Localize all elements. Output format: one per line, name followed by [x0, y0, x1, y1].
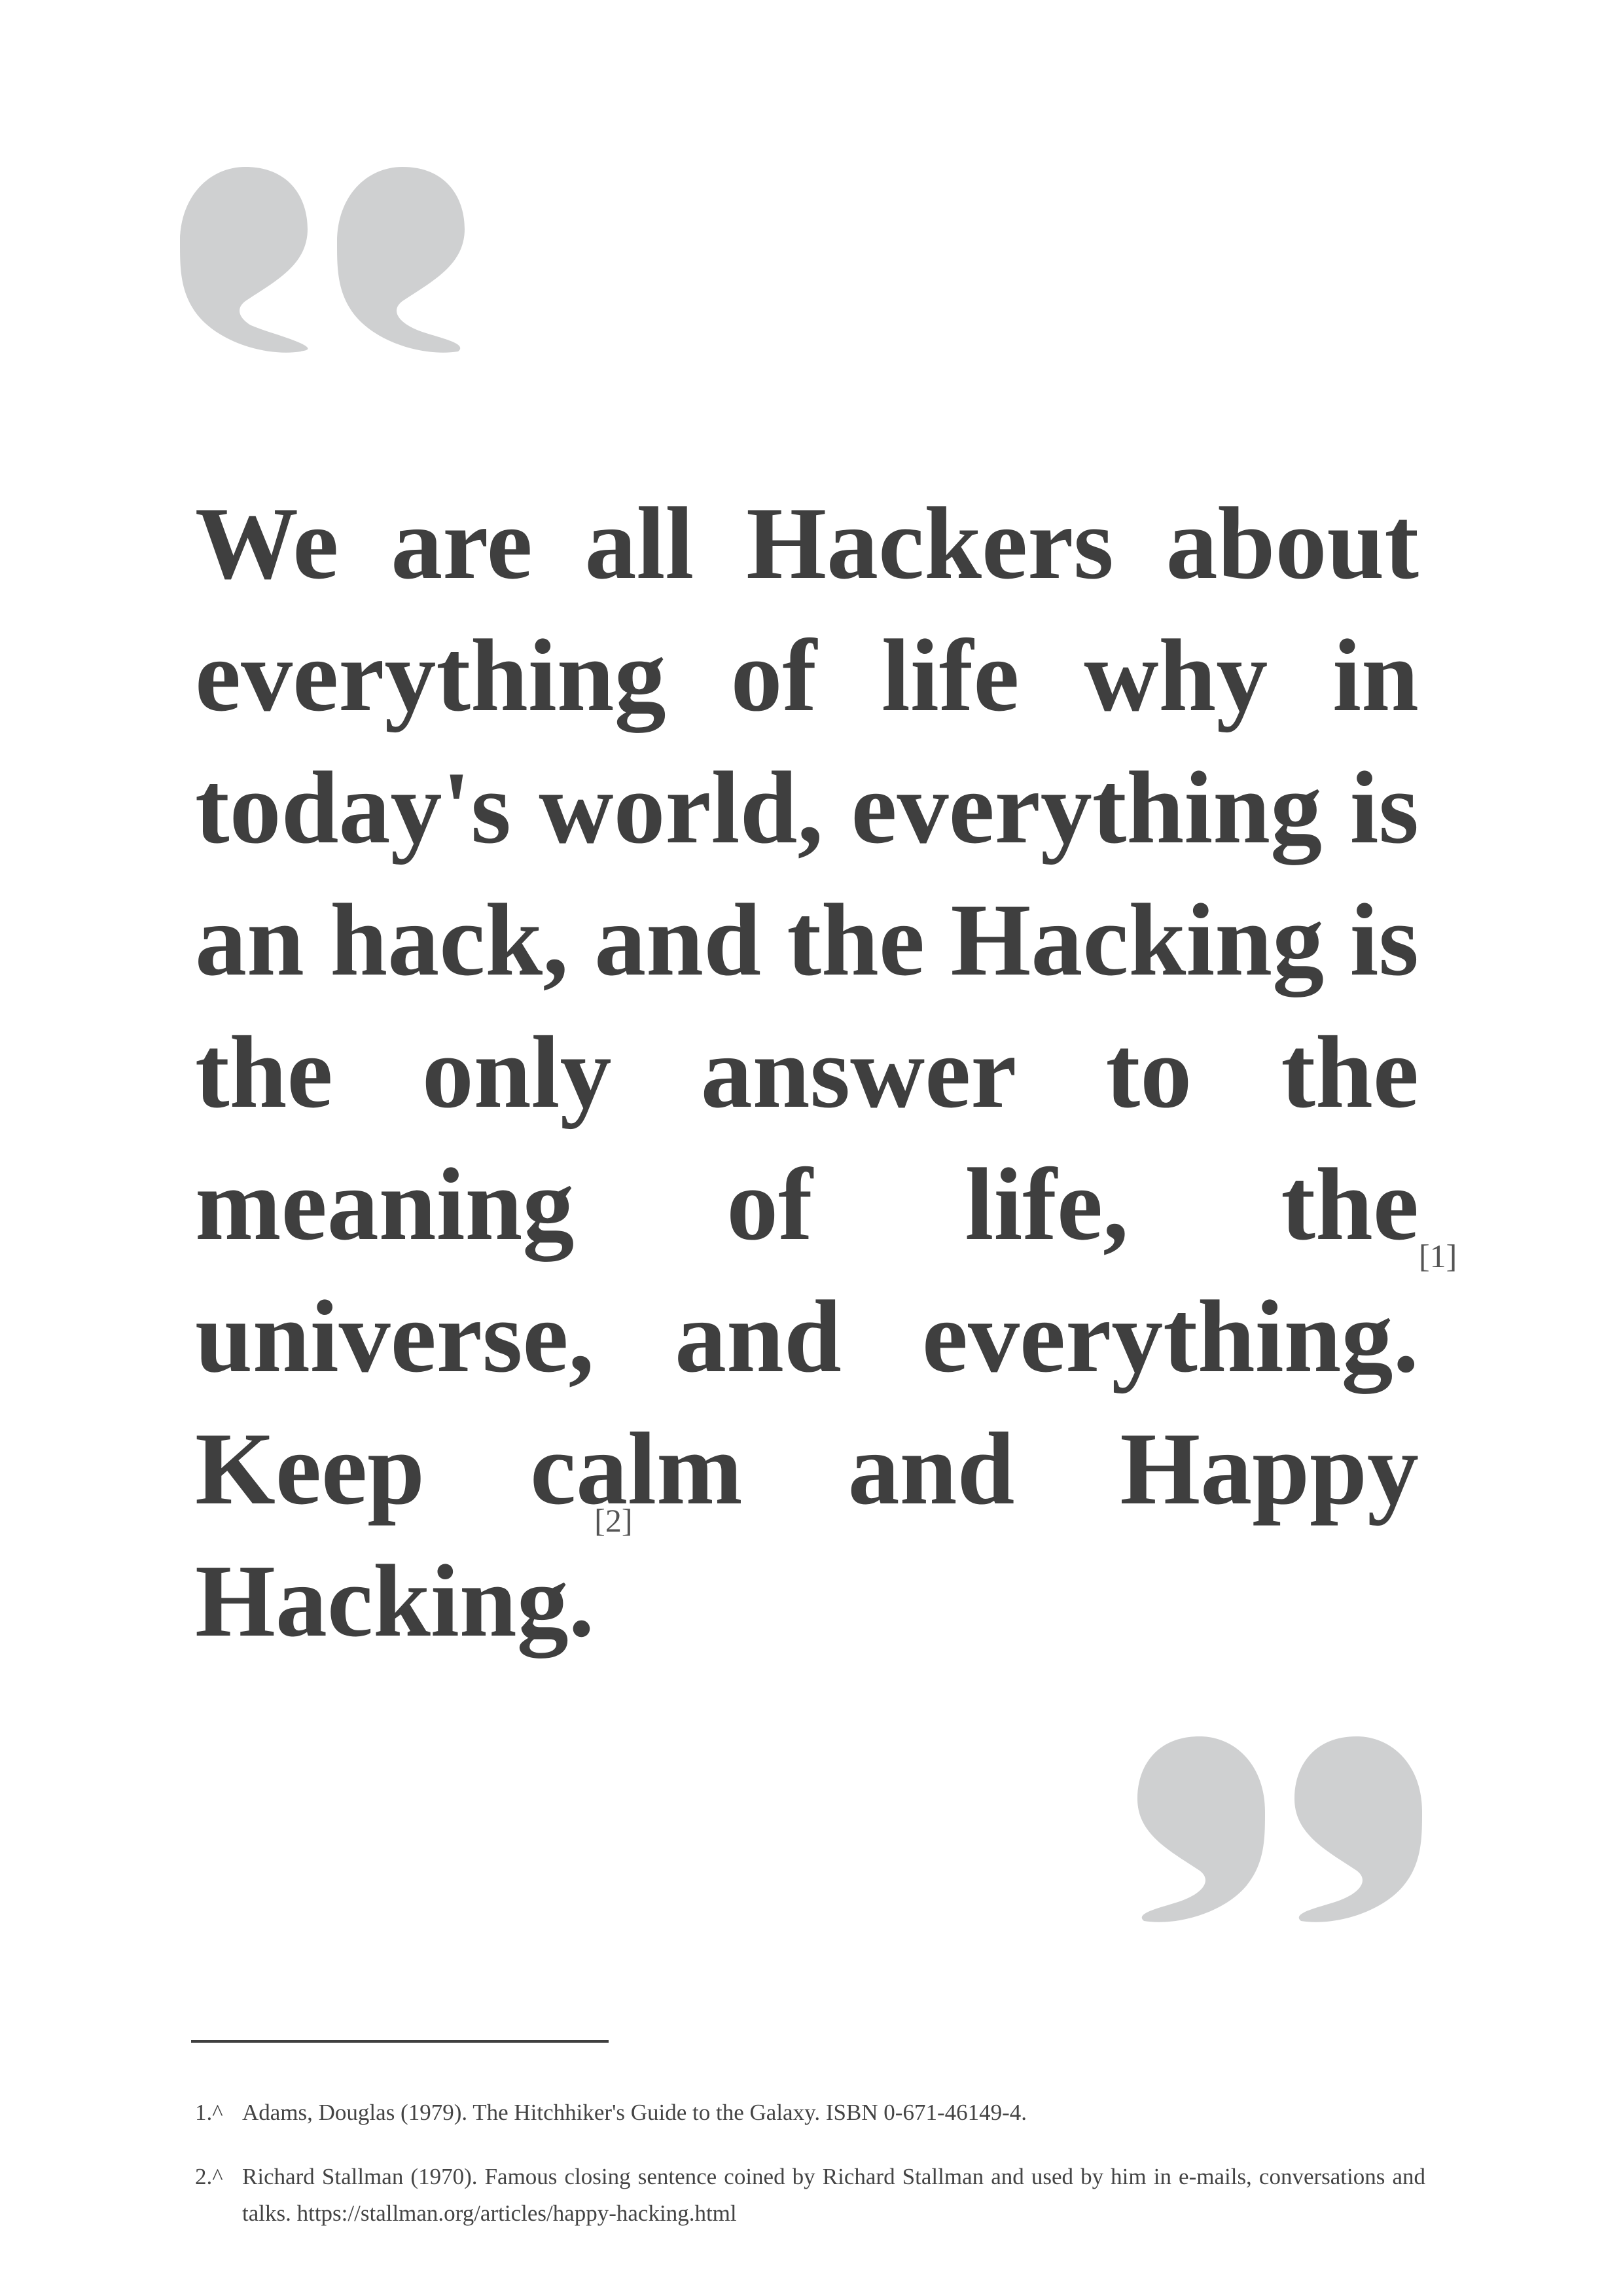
opening-quotation-mark-icon [180, 167, 465, 353]
quote-word: is [1349, 751, 1419, 865]
footnotes: 1.^ Adams, Douglas (1979). The Hitchhike… [195, 2094, 1425, 2259]
quote-word: Hacking. [195, 1544, 595, 1659]
quote-word: and [847, 1412, 1015, 1526]
quote-line: We are all Hackers about [195, 478, 1419, 610]
quote-line: meaning of life, the [195, 1139, 1419, 1271]
quote-word: world, [539, 751, 823, 865]
quote-word: Hacking [950, 883, 1325, 997]
quote-word: universe, [195, 1280, 595, 1394]
quote-line: the only answer to the [195, 1007, 1419, 1139]
quote-word: all [584, 486, 694, 601]
footnote-text: Adams, Douglas (1979). The Hitchhiker's … [242, 2100, 1027, 2125]
quote-line: everything of life why in [195, 610, 1419, 742]
quote-line: Hacking. [2] [195, 1504, 1419, 1668]
quote-word: Keep [195, 1412, 425, 1526]
quote-word: hack, [330, 883, 569, 997]
quote-word: and [675, 1280, 842, 1394]
quote-word: the [1281, 1015, 1419, 1130]
quote-word-with-footnote: everything. [1] [921, 1240, 1457, 1403]
quote-word: and [594, 883, 761, 997]
quote-word: We [195, 486, 339, 601]
quote-word: answer [700, 1015, 1017, 1130]
quote-word: life, [965, 1147, 1129, 1262]
footnote-reference-2[interactable]: [2] [594, 1502, 633, 1539]
quote-word: calm [530, 1412, 743, 1526]
quote-word: life [881, 619, 1020, 733]
footnote-item: 2.^ Richard Stallman (1970). Famous clos… [195, 2159, 1425, 2232]
quote-word: today's [195, 751, 511, 865]
closing-quotation-mark-icon [1137, 1736, 1422, 1922]
quote-word: an [195, 883, 304, 997]
footnote-divider [191, 2040, 609, 2043]
footnote-marker[interactable]: 1.^ [195, 2100, 223, 2125]
quote-word: everything [195, 619, 666, 733]
quote-word: are [391, 486, 533, 601]
quote-word: Happy [1120, 1412, 1419, 1526]
quote-word-with-footnote: Hacking. [2] [195, 1504, 632, 1668]
quote-line: today's world, everything is [195, 742, 1419, 874]
quote-word: meaning [195, 1147, 575, 1262]
quote-word: everything. [921, 1280, 1419, 1394]
footnote-reference-1[interactable]: [1] [1419, 1238, 1457, 1274]
quote-word: Hackers [746, 486, 1114, 601]
footnote-marker[interactable]: 2.^ [195, 2164, 223, 2189]
quote-word: in [1332, 619, 1419, 733]
quote-line: Keep calm and Happy [195, 1403, 1419, 1535]
quote-word: the [787, 883, 925, 997]
quote-word: of [726, 1147, 813, 1262]
footnote-item: 1.^ Adams, Douglas (1979). The Hitchhike… [195, 2094, 1425, 2131]
quote-word: why [1084, 619, 1268, 733]
quote-line: universe, and everything. [1] [195, 1240, 1457, 1403]
quote-word: the [1281, 1147, 1419, 1262]
quote-word: only [421, 1015, 612, 1130]
footnote-text: Richard Stallman (1970). Famous closing … [242, 2164, 1425, 2226]
quote-word: everything [851, 751, 1323, 865]
quote-word: is [1349, 883, 1419, 997]
quote-body: We are all Hackers about everything of l… [195, 478, 1457, 1668]
quote-word: of [730, 619, 817, 733]
quote-word: to [1105, 1015, 1192, 1130]
quote-word: the [195, 1015, 333, 1130]
quote-word: about [1166, 486, 1419, 601]
quote-line: an hack, and the Hacking is [195, 874, 1419, 1007]
